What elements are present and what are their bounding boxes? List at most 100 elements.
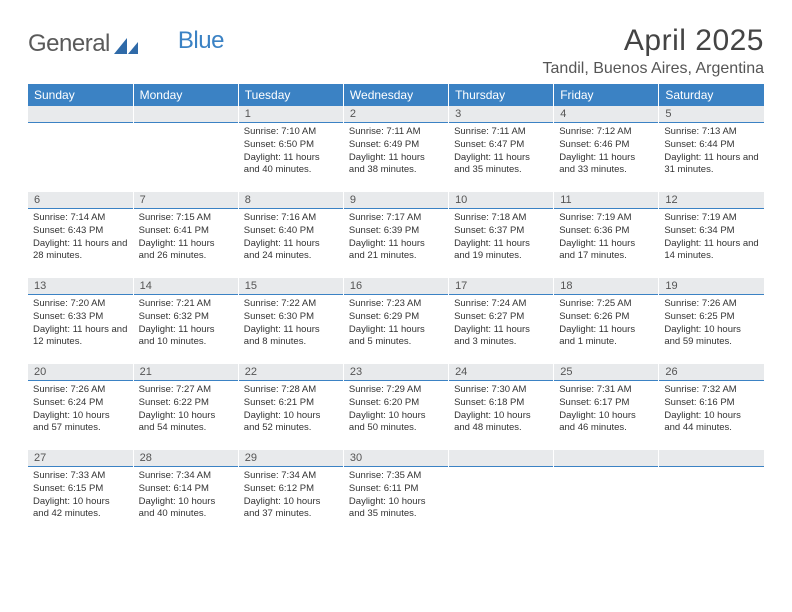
sunrise-line: Sunrise: 7:15 AM (139, 212, 233, 225)
day-number-bar (554, 450, 658, 467)
page-title: April 2025 (543, 24, 764, 58)
day-body: Sunrise: 7:19 AMSunset: 6:36 PMDaylight:… (554, 209, 658, 267)
day-number-bar: 1 (239, 106, 343, 123)
calendar-day-cell: 11Sunrise: 7:19 AMSunset: 6:36 PMDayligh… (554, 192, 659, 278)
sunset-line: Sunset: 6:36 PM (559, 225, 653, 238)
daylight-line: Daylight: 10 hours and 50 minutes. (349, 410, 443, 436)
calendar-day-cell: 17Sunrise: 7:24 AMSunset: 6:27 PMDayligh… (449, 278, 554, 364)
location-subtitle: Tandil, Buenos Aires, Argentina (543, 60, 764, 78)
day-number-bar: 19 (659, 278, 764, 295)
calendar-day-cell: 13Sunrise: 7:20 AMSunset: 6:33 PMDayligh… (28, 278, 133, 364)
daylight-line: Daylight: 10 hours and 48 minutes. (454, 410, 548, 436)
sunrise-line: Sunrise: 7:34 AM (244, 470, 338, 483)
logo-sail-icon (114, 36, 140, 54)
sunrise-line: Sunrise: 7:28 AM (244, 384, 338, 397)
daylight-line: Daylight: 11 hours and 28 minutes. (33, 238, 128, 264)
title-block: April 2025 Tandil, Buenos Aires, Argenti… (543, 24, 764, 78)
calendar-day-cell: 24Sunrise: 7:30 AMSunset: 6:18 PMDayligh… (449, 364, 554, 450)
daylight-line: Daylight: 10 hours and 52 minutes. (244, 410, 338, 436)
day-number-bar: 11 (554, 192, 658, 209)
calendar-day-cell: 2Sunrise: 7:11 AMSunset: 6:49 PMDaylight… (343, 106, 448, 192)
day-number-bar (28, 106, 133, 123)
sunset-line: Sunset: 6:25 PM (664, 311, 759, 324)
calendar-day-cell (554, 450, 659, 536)
sunset-line: Sunset: 6:17 PM (559, 397, 653, 410)
daylight-line: Daylight: 11 hours and 26 minutes. (139, 238, 233, 264)
calendar-day-cell (659, 450, 764, 536)
sunrise-line: Sunrise: 7:19 AM (664, 212, 759, 225)
sunrise-line: Sunrise: 7:18 AM (454, 212, 548, 225)
day-number-bar: 29 (239, 450, 343, 467)
day-body: Sunrise: 7:19 AMSunset: 6:34 PMDaylight:… (659, 209, 764, 267)
day-number-bar: 18 (554, 278, 658, 295)
calendar-day-cell: 25Sunrise: 7:31 AMSunset: 6:17 PMDayligh… (554, 364, 659, 450)
day-body: Sunrise: 7:14 AMSunset: 6:43 PMDaylight:… (28, 209, 133, 267)
calendar-day-cell: 16Sunrise: 7:23 AMSunset: 6:29 PMDayligh… (343, 278, 448, 364)
sunset-line: Sunset: 6:24 PM (33, 397, 128, 410)
calendar-day-cell (28, 106, 133, 192)
day-body: Sunrise: 7:23 AMSunset: 6:29 PMDaylight:… (344, 295, 448, 353)
sunset-line: Sunset: 6:43 PM (33, 225, 128, 238)
day-body: Sunrise: 7:13 AMSunset: 6:44 PMDaylight:… (659, 123, 764, 181)
day-number-bar: 28 (134, 450, 238, 467)
day-body: Sunrise: 7:29 AMSunset: 6:20 PMDaylight:… (344, 381, 448, 439)
day-number-bar (659, 450, 764, 467)
daylight-line: Daylight: 11 hours and 21 minutes. (349, 238, 443, 264)
daylight-line: Daylight: 11 hours and 31 minutes. (664, 152, 759, 178)
sunrise-line: Sunrise: 7:14 AM (33, 212, 128, 225)
sunrise-line: Sunrise: 7:34 AM (139, 470, 233, 483)
day-number-bar: 30 (344, 450, 448, 467)
sunset-line: Sunset: 6:14 PM (139, 483, 233, 496)
calendar-day-cell: 12Sunrise: 7:19 AMSunset: 6:34 PMDayligh… (659, 192, 764, 278)
day-body (28, 123, 133, 183)
calendar-day-cell: 14Sunrise: 7:21 AMSunset: 6:32 PMDayligh… (133, 278, 238, 364)
day-body (554, 467, 658, 527)
calendar-day-cell: 5Sunrise: 7:13 AMSunset: 6:44 PMDaylight… (659, 106, 764, 192)
day-number-bar: 21 (134, 364, 238, 381)
day-number-bar: 9 (344, 192, 448, 209)
sunrise-line: Sunrise: 7:23 AM (349, 298, 443, 311)
calendar-day-cell: 22Sunrise: 7:28 AMSunset: 6:21 PMDayligh… (238, 364, 343, 450)
daylight-line: Daylight: 10 hours and 40 minutes. (139, 496, 233, 522)
daylight-line: Daylight: 10 hours and 44 minutes. (664, 410, 759, 436)
header: General Blue April 2025 Tandil, Buenos A… (28, 24, 764, 78)
daylight-line: Daylight: 10 hours and 54 minutes. (139, 410, 233, 436)
day-number-bar: 12 (659, 192, 764, 209)
calendar-day-cell: 1Sunrise: 7:10 AMSunset: 6:50 PMDaylight… (238, 106, 343, 192)
calendar-day-cell: 7Sunrise: 7:15 AMSunset: 6:41 PMDaylight… (133, 192, 238, 278)
day-body: Sunrise: 7:28 AMSunset: 6:21 PMDaylight:… (239, 381, 343, 439)
calendar-body: 1Sunrise: 7:10 AMSunset: 6:50 PMDaylight… (28, 106, 764, 536)
sunrise-line: Sunrise: 7:32 AM (664, 384, 759, 397)
daylight-line: Daylight: 11 hours and 12 minutes. (33, 324, 128, 350)
calendar-day-cell: 29Sunrise: 7:34 AMSunset: 6:12 PMDayligh… (238, 450, 343, 536)
sunrise-line: Sunrise: 7:26 AM (33, 384, 128, 397)
day-body: Sunrise: 7:18 AMSunset: 6:37 PMDaylight:… (449, 209, 553, 267)
sunset-line: Sunset: 6:20 PM (349, 397, 443, 410)
sunset-line: Sunset: 6:41 PM (139, 225, 233, 238)
day-number-bar: 22 (239, 364, 343, 381)
daylight-line: Daylight: 11 hours and 10 minutes. (139, 324, 233, 350)
calendar-day-cell (449, 450, 554, 536)
daylight-line: Daylight: 10 hours and 59 minutes. (664, 324, 759, 350)
day-number-bar: 26 (659, 364, 764, 381)
sunrise-line: Sunrise: 7:24 AM (454, 298, 548, 311)
day-number-bar: 14 (134, 278, 238, 295)
calendar-week-row: 6Sunrise: 7:14 AMSunset: 6:43 PMDaylight… (28, 192, 764, 278)
day-number-bar: 17 (449, 278, 553, 295)
calendar-day-cell: 21Sunrise: 7:27 AMSunset: 6:22 PMDayligh… (133, 364, 238, 450)
day-body: Sunrise: 7:27 AMSunset: 6:22 PMDaylight:… (134, 381, 238, 439)
daylight-line: Daylight: 11 hours and 19 minutes. (454, 238, 548, 264)
sunset-line: Sunset: 6:16 PM (664, 397, 759, 410)
sunrise-line: Sunrise: 7:17 AM (349, 212, 443, 225)
sunrise-line: Sunrise: 7:12 AM (559, 126, 653, 139)
sunset-line: Sunset: 6:32 PM (139, 311, 233, 324)
col-sunday: Sunday (28, 84, 133, 106)
col-friday: Friday (554, 84, 659, 106)
sunset-line: Sunset: 6:39 PM (349, 225, 443, 238)
calendar-day-cell: 18Sunrise: 7:25 AMSunset: 6:26 PMDayligh… (554, 278, 659, 364)
calendar-week-row: 20Sunrise: 7:26 AMSunset: 6:24 PMDayligh… (28, 364, 764, 450)
day-number-bar: 3 (449, 106, 553, 123)
day-number-bar: 13 (28, 278, 133, 295)
day-body (134, 123, 238, 183)
sunset-line: Sunset: 6:50 PM (244, 139, 338, 152)
